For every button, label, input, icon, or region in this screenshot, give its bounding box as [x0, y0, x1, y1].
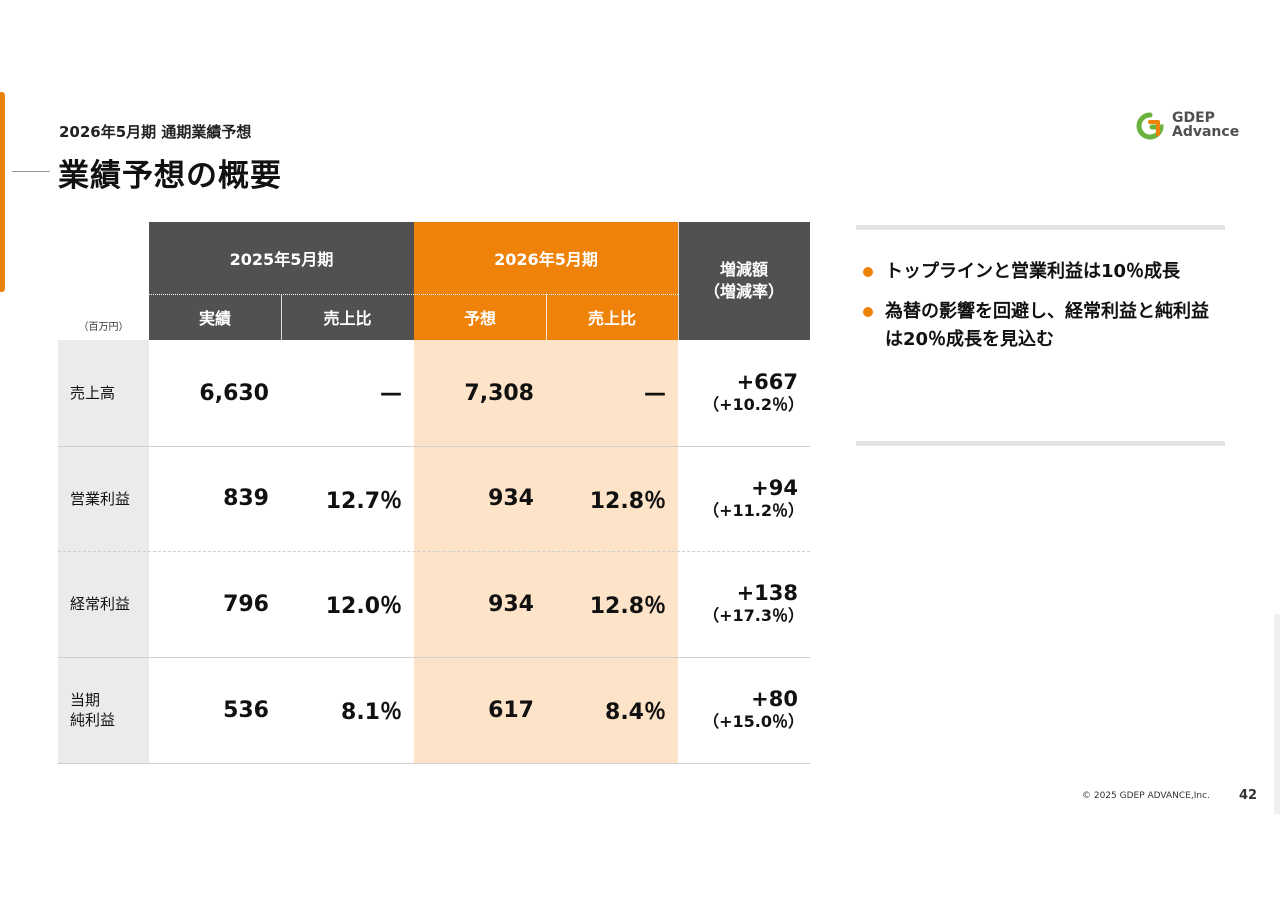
header-actual: 実績 [149, 294, 281, 340]
change-amount: +667 [736, 370, 798, 394]
header-divider [281, 294, 282, 340]
summary-top-rule [856, 225, 1225, 230]
edge-strip [1274, 614, 1280, 814]
cell-forecast: 934 [414, 551, 546, 657]
copyright: © 2025 GDEP ADVANCE,Inc. [1082, 791, 1210, 801]
bullet-dot-icon [863, 267, 873, 277]
cell-change: +138 （+17.3％） [678, 551, 810, 657]
change-amount: +138 [736, 581, 798, 605]
change-rate: （+15.0％） [703, 712, 804, 731]
logo-line-1: GDEP [1172, 110, 1215, 126]
cell-actual: 536 [223, 697, 269, 723]
summary-point-text: 為替の影響を回避し、経常利益と純利益は20％成長を見込む [885, 301, 1209, 350]
header-ratio-2026: 売上比 [546, 294, 678, 340]
header-change: 増減額 （増減率） [678, 222, 810, 340]
row-label-net-income-line2: 純利益 [70, 711, 116, 729]
logo-line-2: Advance [1172, 124, 1240, 140]
cell-ratio-2025: 8.1％ [341, 700, 402, 725]
cell-ratio-2025: 12.7％ [325, 488, 402, 514]
header-change-line2: （増減率） [703, 282, 784, 301]
header-divider [678, 222, 679, 340]
cell-change: +80 （+15.0％） [678, 657, 810, 763]
header-2025: 2025年5月期 [149, 222, 414, 294]
title-rule [12, 171, 50, 172]
cell-actual: 796 [223, 591, 269, 617]
summary-points: トップラインと営業利益は10％成長 為替の影響を回避し、経常利益と純利益は20％… [862, 258, 1222, 366]
page-subtitle: 2026年5月期 通期業績予想 [59, 123, 252, 141]
cell-ratio-2026: — [546, 340, 678, 446]
row-label-net-income-line1: 当期 [70, 691, 101, 709]
header-ratio-2025: 売上比 [281, 294, 414, 340]
change-rate: （+10.2％） [703, 395, 804, 414]
header-change-line1: 増減額 [719, 260, 768, 279]
summary-bottom-rule [856, 441, 1225, 446]
cell-forecast: 7,308 [414, 340, 546, 446]
header-forecast: 予想 [414, 294, 546, 340]
cell-change: +667 （+10.2％） [678, 340, 810, 446]
page-number: 42 [1239, 788, 1258, 803]
header-divider [149, 294, 678, 295]
row-label-sales: 売上高 [58, 340, 149, 446]
bullet-dot-icon [863, 307, 873, 317]
cell-ratio-2026: 12.8％ [546, 446, 678, 551]
forecast-table: （百万円） 2025年5月期 2026年5月期 増減額 （増減率） 実績 売上比… [58, 222, 810, 764]
cell-ratio-2025: — [380, 380, 402, 406]
change-amount: +80 [751, 687, 798, 711]
row-divider [58, 551, 810, 552]
unit-label: （百万円） [78, 321, 129, 333]
logo-mark-icon [1136, 112, 1164, 140]
header-2026: 2026年5月期 [414, 222, 678, 294]
accent-bar [0, 92, 5, 292]
row-divider [58, 446, 810, 447]
company-logo: GDEP Advance [1136, 111, 1260, 141]
row-divider [58, 657, 810, 658]
cell-forecast: 934 [414, 446, 546, 551]
cell-actual: 6,630 [199, 380, 269, 406]
logo-wordmark: GDEP Advance [1172, 111, 1239, 139]
summary-point: トップラインと営業利益は10％成長 [862, 258, 1222, 286]
summary-point: 為替の影響を回避し、経常利益と純利益は20％成長を見込む [862, 298, 1222, 354]
cell-change: +94 （+11.2％） [678, 446, 810, 551]
row-label-operating-income: 営業利益 [58, 446, 149, 551]
cell-forecast: 617 [414, 657, 546, 763]
cell-ratio-2026: 12.8％ [546, 551, 678, 657]
cell-actual: 839 [223, 486, 269, 511]
row-label-ordinary-income: 経常利益 [58, 551, 149, 657]
change-amount: +94 [751, 475, 798, 500]
cell-ratio-2025: 12.0％ [325, 594, 402, 619]
page-title: 業績予想の概要 [58, 158, 282, 194]
summary-point-text: トップラインと営業利益は10％成長 [885, 261, 1181, 282]
cell-ratio-2026: 8.4％ [546, 657, 678, 763]
table-bottom-rule [58, 763, 810, 764]
change-rate: （+17.3％） [703, 606, 804, 625]
change-rate: （+11.2％） [703, 500, 804, 520]
header-divider [546, 294, 547, 340]
row-label-net-income: 当期 純利益 [58, 657, 149, 763]
